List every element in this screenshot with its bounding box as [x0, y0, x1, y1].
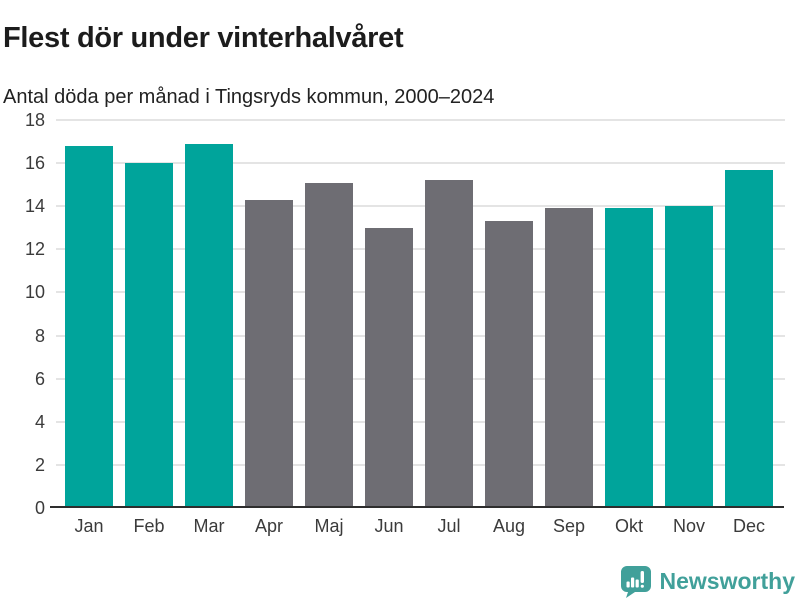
bar-chart: 0 2 4 6 8 10 12 14 16 18 — [0, 110, 800, 518]
y-tick-label-4: 4 — [34, 411, 45, 432]
newsworthy-logo[interactable]: Newsworthy — [619, 564, 795, 598]
x-tick-label-sep: Sep — [552, 516, 586, 536]
bar-okt — [605, 208, 653, 508]
x-tick-label-apr: Apr — [254, 516, 283, 536]
bar-jul — [425, 180, 473, 508]
y-tick-label-0: 0 — [34, 498, 45, 518]
x-tick-label-nov: Nov — [672, 516, 705, 536]
y-tick-label-18: 18 — [24, 110, 45, 130]
bar-sep — [545, 208, 593, 508]
gridline-18 — [56, 119, 785, 121]
x-tick-label-dec: Dec — [732, 516, 765, 536]
bar-mar — [185, 144, 233, 508]
bar-jan — [65, 146, 113, 508]
gridline-10 — [56, 291, 785, 294]
gridline-6 — [56, 377, 785, 380]
y-tick-label-12: 12 — [24, 239, 45, 260]
y-tick-label-2: 2 — [34, 454, 45, 475]
gridline-14 — [56, 205, 785, 208]
gridline-16 — [56, 162, 785, 165]
chart-subtitle: Antal döda per månad i Tingsryds kommun,… — [3, 86, 495, 108]
bar-nov — [665, 206, 713, 508]
gridline-8 — [56, 334, 785, 337]
y-tick-label-14: 14 — [24, 196, 45, 217]
x-tick-label-aug: Aug — [492, 516, 526, 536]
bar-feb — [125, 163, 173, 508]
y-tick-label-10: 10 — [24, 282, 45, 303]
bar-maj — [305, 183, 353, 508]
y-tick-label-16: 16 — [24, 153, 45, 174]
x-tick-label-jun: Jun — [374, 516, 404, 536]
x-tick-label-mar: Mar — [193, 516, 225, 536]
bar-jun — [365, 228, 413, 508]
gridline-12 — [56, 248, 785, 251]
x-tick-label-okt: Okt — [614, 516, 643, 536]
x-axis-line — [50, 506, 784, 508]
newsworthy-logo-icon — [620, 565, 651, 598]
bar-aug — [485, 221, 533, 508]
x-tick-label-jul: Jul — [437, 516, 461, 536]
gridline-4 — [56, 420, 785, 423]
x-tick-label-maj: Maj — [314, 516, 344, 536]
chart-title: Flest dör under vinterhalvåret — [3, 22, 404, 55]
x-tick-label-jan: Jan — [74, 516, 104, 536]
bar-dec — [725, 170, 773, 508]
x-tick-label-feb: Feb — [133, 516, 165, 536]
y-tick-label-8: 8 — [34, 325, 45, 346]
bar-apr — [245, 200, 293, 508]
y-tick-label-6: 6 — [34, 368, 45, 389]
gridline-2 — [56, 463, 785, 466]
newsworthy-brand-name: Newsworthy — [659, 567, 795, 594]
